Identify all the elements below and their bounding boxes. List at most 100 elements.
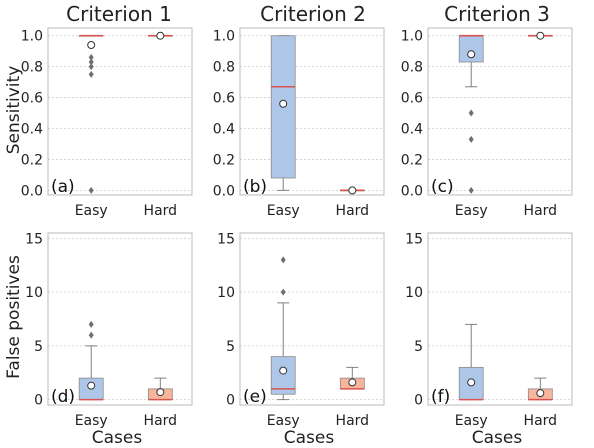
y-tick-label: 0.8 xyxy=(401,60,423,76)
x-tick-label: Easy xyxy=(267,203,300,219)
y-tick-label: 15 xyxy=(217,231,235,247)
panel-b: 0.0 0.2 0.4 0.6 0.8 1.0 Easy Hard (b) xyxy=(213,27,385,219)
y-tick-label: 0.6 xyxy=(401,91,423,107)
box-hard xyxy=(339,366,365,390)
axes-frame xyxy=(47,232,193,406)
y-tick-label: 1.0 xyxy=(213,29,235,45)
y-tick-label: 0.0 xyxy=(213,183,235,199)
outlier-point xyxy=(88,331,94,339)
axes-frame xyxy=(239,27,385,196)
box-easy xyxy=(458,323,484,401)
x-tick-label: Hard xyxy=(336,203,370,219)
panel-e: 0 5 10 15 Easy Hard (e) xyxy=(217,231,385,429)
y-tick-label: 5 xyxy=(226,339,235,355)
y-tick-label: 0.0 xyxy=(401,183,423,199)
y-tick-label: 10 xyxy=(25,285,43,301)
mean-marker xyxy=(87,41,96,50)
box-hard xyxy=(527,377,553,401)
outlier-point xyxy=(88,320,94,328)
mean-marker xyxy=(156,388,165,397)
outlier-point xyxy=(468,186,474,194)
y-tick-label: 0.2 xyxy=(21,152,43,168)
y-tick-label: 0.8 xyxy=(21,60,43,76)
y-tick-label: 0.4 xyxy=(213,122,235,138)
box-hard xyxy=(339,186,365,195)
panel-label: (e) xyxy=(243,387,267,407)
column-title-2: Criterion 2 xyxy=(260,2,366,26)
mean-marker xyxy=(156,31,165,40)
outlier-point xyxy=(468,135,474,143)
box-hard xyxy=(527,31,553,40)
outlier-point xyxy=(468,109,474,117)
x-tick-label: Hard xyxy=(144,413,178,429)
mean-marker xyxy=(467,50,476,59)
axes-frame xyxy=(427,232,573,406)
panel-label: (d) xyxy=(51,387,75,407)
box-easy xyxy=(458,34,484,194)
panel-c: 0.0 0.2 0.4 0.6 0.8 1.0 Easy Hard (c) xyxy=(401,27,573,219)
axes-frame xyxy=(47,27,193,196)
outlier-point xyxy=(88,70,94,78)
y-tick-label: 0.6 xyxy=(21,91,43,107)
y-tick-label: 0.2 xyxy=(213,152,235,168)
y-tick-label: 0.4 xyxy=(21,122,43,138)
axes-frame xyxy=(427,27,573,196)
y-tick-label: 0.6 xyxy=(213,91,235,107)
y-tick-label: 10 xyxy=(217,285,235,301)
mean-marker xyxy=(536,389,545,398)
panel-label: (a) xyxy=(51,177,75,197)
y-tick-label: 0 xyxy=(34,393,43,409)
outlier-point xyxy=(88,53,94,61)
y-tick-label: 0 xyxy=(414,393,423,409)
outlier-point xyxy=(88,63,94,71)
x-tick-label: Easy xyxy=(75,203,108,219)
panel-label: (b) xyxy=(243,177,267,197)
y-tick-label: 0.8 xyxy=(213,60,235,76)
outlier-point xyxy=(280,288,286,296)
x-tick-label: Easy xyxy=(267,413,300,429)
box-easy xyxy=(78,34,104,194)
y-tick-label: 10 xyxy=(405,285,423,301)
y-tick-label: 1.0 xyxy=(21,29,43,45)
panel-label: (f) xyxy=(431,387,450,407)
mean-marker xyxy=(536,31,545,40)
x-tick-label: Hard xyxy=(524,203,558,219)
y-tick-label: 0 xyxy=(226,393,235,409)
xlabel-col-3: Cases xyxy=(472,428,523,448)
box-easy xyxy=(270,256,296,401)
box-hard xyxy=(147,31,173,40)
ylabel-sensitivity: Sensitivity xyxy=(4,66,24,155)
x-tick-label: Easy xyxy=(455,203,488,219)
y-tick-label: 5 xyxy=(34,339,43,355)
outlier-point xyxy=(88,186,94,194)
y-tick-label: 15 xyxy=(405,231,423,247)
box-easy xyxy=(78,320,104,401)
axes-frame xyxy=(239,232,385,406)
panel-label: (c) xyxy=(431,177,454,197)
column-title-1: Criterion 1 xyxy=(66,2,172,26)
y-tick-label: 0.2 xyxy=(401,152,423,168)
y-tick-label: 0.0 xyxy=(21,183,43,199)
y-tick-label: 5 xyxy=(414,339,423,355)
panel-a: 0.0 0.2 0.4 0.6 0.8 1.0 Easy Hard (a) xyxy=(21,27,193,219)
iqr-box xyxy=(270,356,296,395)
xlabel-col-2: Cases xyxy=(284,428,335,448)
mean-marker xyxy=(279,366,288,375)
x-tick-label: Hard xyxy=(144,203,178,219)
x-tick-label: Hard xyxy=(336,413,370,429)
column-title-3: Criterion 3 xyxy=(444,2,550,26)
panel-d: 0 5 10 15 Easy Hard (d) xyxy=(25,231,193,429)
mean-marker xyxy=(87,381,96,390)
outlier-point xyxy=(88,58,94,66)
mean-marker xyxy=(348,186,357,195)
box-easy xyxy=(270,35,296,191)
mean-marker xyxy=(467,378,476,387)
y-tick-label: 1.0 xyxy=(401,29,423,45)
outlier-point xyxy=(280,256,286,264)
box-hard xyxy=(147,377,173,401)
panel-f: 0 5 10 15 Easy Hard (f) xyxy=(405,231,573,429)
y-tick-label: 15 xyxy=(25,231,43,247)
x-tick-label: Easy xyxy=(455,413,488,429)
